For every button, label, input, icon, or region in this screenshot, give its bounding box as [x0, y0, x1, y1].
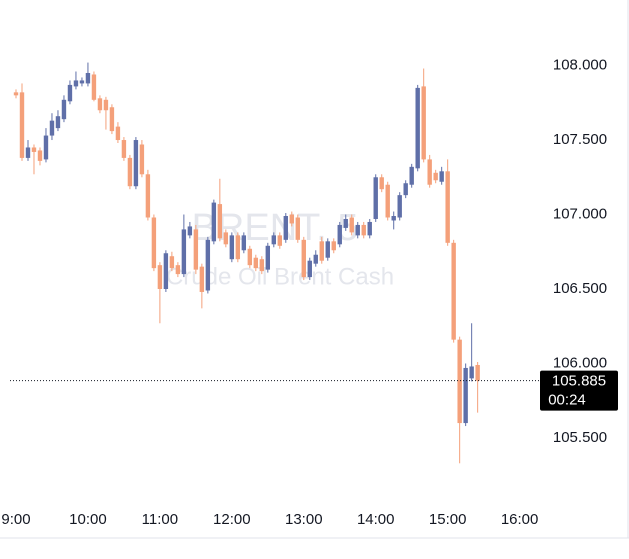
- candle-body: [457, 339, 462, 424]
- candle-body: [355, 224, 360, 236]
- candle-body: [283, 216, 288, 240]
- candle-body: [187, 226, 193, 236]
- candle-body: [445, 171, 450, 243]
- candle-body: [463, 367, 468, 424]
- candle-body: [133, 140, 139, 187]
- candle-body: [175, 265, 181, 275]
- candle-body: [439, 171, 444, 182]
- price-label-box: [540, 370, 618, 411]
- candle-body: [61, 99, 67, 120]
- candle-body: [211, 202, 217, 242]
- candle-body: [193, 229, 199, 270]
- candle-body: [289, 214, 294, 224]
- candle-body: [55, 116, 61, 129]
- y-tick-label: 106.000: [553, 354, 607, 371]
- candle-body: [409, 166, 414, 185]
- candle-body: [85, 72, 91, 84]
- y-tick-label: 107.500: [553, 131, 607, 148]
- candle-body: [151, 217, 157, 269]
- candle-body: [109, 107, 115, 132]
- candle-body: [307, 260, 312, 278]
- y-tick-label: 106.500: [553, 280, 607, 297]
- candle-body: [235, 235, 241, 260]
- candle-body: [343, 218, 348, 228]
- candle-body: [121, 140, 127, 158]
- candle-body: [259, 259, 265, 272]
- candle-body: [415, 87, 420, 169]
- x-tick-label: 10:00: [69, 511, 107, 528]
- candle-body: [91, 74, 97, 100]
- candle-body: [295, 217, 300, 240]
- candle-body: [325, 241, 330, 258]
- candle-body: [157, 265, 163, 289]
- candle-body: [31, 147, 37, 152]
- candle-body: [271, 235, 277, 245]
- candle-body: [223, 232, 229, 245]
- candle-body: [19, 92, 25, 158]
- candle-body: [139, 144, 145, 175]
- candle-body: [229, 235, 235, 260]
- candle-body: [421, 86, 426, 160]
- price-label: 105.885: [552, 373, 606, 390]
- candle-body: [127, 157, 133, 187]
- candle-body: [247, 248, 253, 266]
- candle-body: [451, 242, 456, 340]
- candle-body: [331, 241, 336, 251]
- candle-body: [277, 235, 282, 246]
- candle-body: [25, 147, 31, 158]
- candle-body: [361, 224, 366, 236]
- candle-body: [145, 174, 151, 218]
- candle-body: [115, 126, 121, 141]
- x-tick-label: 15:00: [429, 511, 467, 528]
- candle-body: [337, 224, 342, 245]
- candle-body: [349, 217, 354, 233]
- candle-body: [427, 159, 432, 185]
- x-tick-label: 14:00: [357, 511, 395, 528]
- candle-body: [265, 245, 271, 270]
- candle-body: [205, 239, 211, 291]
- candle-body: [103, 99, 109, 111]
- candle-body: [253, 257, 259, 269]
- candle-body: [37, 150, 43, 161]
- candle-body: [319, 241, 324, 261]
- candle-body: [73, 80, 79, 87]
- candle-body: [403, 183, 408, 196]
- countdown: 00:24: [548, 392, 586, 409]
- candle-body: [385, 184, 390, 218]
- candle-body: [43, 135, 49, 160]
- candle-body: [67, 84, 73, 102]
- y-tick-label: 108.000: [553, 57, 607, 74]
- candle-body: [49, 120, 55, 136]
- candle-body: [433, 172, 438, 181]
- candle-body: [199, 266, 205, 292]
- candle-body: [181, 229, 187, 275]
- candle-body: [301, 239, 306, 278]
- candle-body: [367, 221, 372, 236]
- candle-body: [79, 80, 85, 84]
- x-tick-label: 16:00: [501, 511, 539, 528]
- candle-body: [217, 204, 223, 239]
- y-tick-label: 105.500: [553, 429, 607, 446]
- candle-body: [475, 364, 480, 381]
- candle-body: [379, 177, 384, 190]
- x-tick-label: 12:00: [213, 511, 251, 528]
- candle-body: [391, 216, 396, 221]
- candle-body: [169, 256, 175, 269]
- y-tick-label: 107.000: [553, 205, 607, 222]
- candle-body: [241, 235, 247, 251]
- x-tick-label: 9:00: [1, 511, 30, 528]
- candle-body: [313, 254, 318, 264]
- candle-body: [469, 366, 474, 379]
- candle-body: [97, 98, 103, 111]
- x-tick-label: 13:00: [285, 511, 323, 528]
- candle-body: [373, 177, 378, 219]
- candle-body: [163, 253, 169, 289]
- candle-body: [13, 92, 19, 96]
- x-tick-label: 11:00: [142, 511, 178, 528]
- candle-body: [397, 195, 402, 218]
